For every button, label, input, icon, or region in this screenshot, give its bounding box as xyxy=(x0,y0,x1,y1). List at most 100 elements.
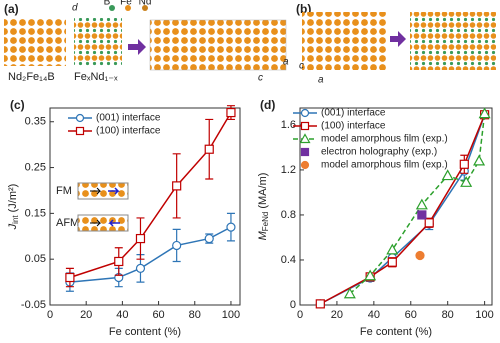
marker xyxy=(135,263,146,273)
inset-arrow xyxy=(108,187,120,195)
arrow xyxy=(128,39,146,55)
x-tick-label: 40 xyxy=(116,309,128,321)
legend-label: electron holography (exp.) xyxy=(321,147,437,158)
y-tick-label: 0.05 xyxy=(25,253,46,265)
legend-label: (001) interface xyxy=(96,113,161,124)
y-tick-label: 0 xyxy=(290,299,296,311)
x-tick-label: 100 xyxy=(222,309,240,321)
marker xyxy=(441,169,454,181)
plot-frame xyxy=(49,107,241,306)
structure xyxy=(4,18,66,66)
y-tick-label: 0.4 xyxy=(281,254,296,266)
y-label-main: J xyxy=(7,223,19,230)
marker xyxy=(65,272,75,283)
marker xyxy=(460,176,473,187)
structure xyxy=(302,12,388,70)
inset-label: AFM xyxy=(56,217,79,229)
marker xyxy=(75,126,85,136)
axis-label: c xyxy=(299,61,304,72)
y-tick-label: 0.15 xyxy=(25,207,46,219)
marker xyxy=(473,154,486,166)
marker xyxy=(172,240,182,251)
marker xyxy=(459,159,469,169)
legend-atom xyxy=(125,5,131,11)
marker xyxy=(204,144,214,154)
marker xyxy=(478,107,491,119)
y-tick-label: 0.8 xyxy=(281,209,296,221)
panel-label: (d) xyxy=(260,98,275,112)
y-label-unit: (J/m²) xyxy=(7,184,19,213)
atom-label: Fe xyxy=(120,0,132,8)
inset-label: FM xyxy=(56,185,72,197)
legend-label: (100) interface xyxy=(96,126,161,137)
x-tick-label: 0 xyxy=(297,309,303,321)
y-label-sub: int xyxy=(11,215,20,224)
panel-label: (a) xyxy=(4,2,19,16)
atom-label: B xyxy=(104,0,111,8)
marker xyxy=(204,233,214,244)
x-tick-label: 60 xyxy=(405,309,417,321)
atom-label: Nd xyxy=(139,0,152,8)
phase-label: Nd₂Fe₁₄B xyxy=(8,71,55,83)
x-tick-label: 80 xyxy=(189,309,201,321)
inset-structure xyxy=(77,182,129,200)
marker xyxy=(75,113,85,123)
x-axis-label: Fe content (%) xyxy=(109,326,181,338)
phase-label: FeₓNd₁₋ₓ xyxy=(74,71,118,83)
x-tick-label: 60 xyxy=(152,309,164,321)
marker xyxy=(417,210,427,220)
arrow xyxy=(390,31,406,47)
marker xyxy=(387,257,397,267)
structure xyxy=(410,12,496,70)
structure xyxy=(74,18,122,66)
x-tick-label: 20 xyxy=(331,309,343,321)
y-label-unit: (MA/m) xyxy=(257,173,269,209)
marker xyxy=(114,256,124,267)
inset-arrow xyxy=(108,219,120,227)
marker xyxy=(300,147,310,157)
y-tick-label: 0.35 xyxy=(25,116,46,128)
x-axis-label: Fe content (%) xyxy=(360,326,432,338)
x-tick-label: 0 xyxy=(47,309,53,321)
y-label-sub: FeNd xyxy=(261,212,270,232)
axis-label: a xyxy=(318,75,324,86)
marker xyxy=(299,133,311,144)
marker xyxy=(424,218,434,228)
y-tick-label: -0.05 xyxy=(21,299,46,311)
marker xyxy=(135,233,146,244)
marker xyxy=(364,269,377,281)
marker xyxy=(226,107,236,118)
series-line xyxy=(319,114,486,305)
x-tick-label: 40 xyxy=(368,309,380,321)
y-tick-label: 1.6 xyxy=(281,119,296,131)
legend-atom xyxy=(109,5,115,11)
series-line xyxy=(69,112,232,279)
inset-structure xyxy=(77,214,129,232)
structure xyxy=(149,19,287,71)
plot-frame xyxy=(299,107,493,306)
axis-label: c xyxy=(258,73,263,84)
legend-label: model amorphous film (exp.) xyxy=(321,160,448,171)
marker xyxy=(386,243,399,255)
marker xyxy=(300,121,310,131)
marker xyxy=(226,222,236,232)
marker xyxy=(315,299,325,309)
y-tick-label: 0.25 xyxy=(25,161,46,173)
marker xyxy=(415,250,425,261)
legend-label: (100) interface xyxy=(321,121,386,132)
legend-atom xyxy=(142,5,148,11)
panel-label: (c) xyxy=(10,98,25,112)
inset-arrow xyxy=(90,187,102,195)
inset-arrow xyxy=(90,219,102,227)
x-tick-label: 80 xyxy=(442,309,454,321)
legend-label: model amorphous film (exp.) xyxy=(321,134,448,145)
x-tick-label: 20 xyxy=(80,309,92,321)
marker xyxy=(343,287,356,299)
y-axis-label: MFeNd (MA/m) xyxy=(257,173,270,241)
marker xyxy=(300,108,310,118)
legend-label: (001) interface xyxy=(321,108,386,119)
y-tick-label: 1.2 xyxy=(281,164,296,176)
marker xyxy=(300,160,310,170)
marker xyxy=(415,198,428,210)
